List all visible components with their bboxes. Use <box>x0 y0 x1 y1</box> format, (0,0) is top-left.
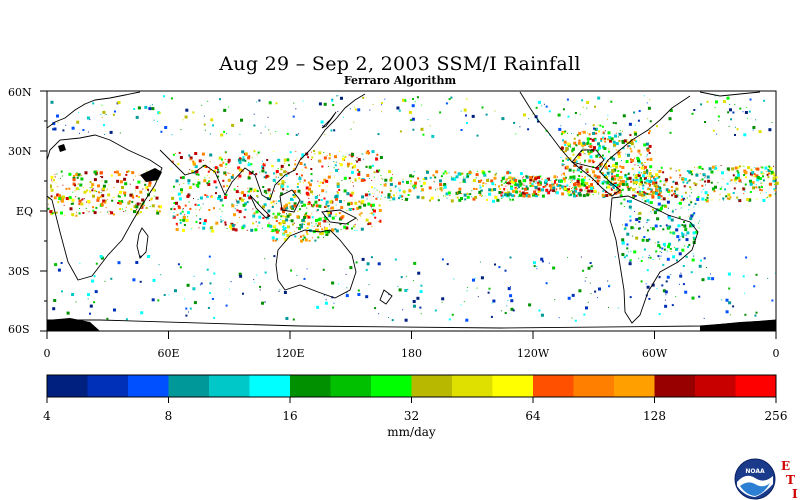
eti-logo: E T I <box>781 459 798 500</box>
colorbar-tick-label: 64 <box>525 409 541 423</box>
colorbar-cell <box>371 375 412 397</box>
lon-label: 180 <box>401 347 422 360</box>
colorbar-tick-label: 8 <box>165 409 173 423</box>
colorbar-cells <box>47 375 777 397</box>
antarctica-mask-west <box>47 318 100 331</box>
rain-layer <box>47 95 779 323</box>
colorbar: 4 8 16 32 64 128 256 mm/day <box>43 374 788 439</box>
lat-label: 60N <box>8 86 32 99</box>
lon-label: 0 <box>44 347 51 360</box>
colorbar-cell <box>614 375 655 397</box>
colorbar-unit: mm/day <box>387 425 436 439</box>
coast-greenland <box>699 91 761 97</box>
coast-europe <box>46 91 141 129</box>
lon-label: 120W <box>517 347 550 360</box>
eti-letter: E <box>781 459 790 473</box>
colorbar-cell <box>735 375 777 397</box>
eti-letter: I <box>792 487 798 500</box>
colorbar-cell <box>249 375 291 397</box>
colorbar-tick-label: 256 <box>765 409 788 423</box>
coast-north-america <box>519 91 691 197</box>
lat-label: 30N <box>8 145 32 158</box>
colorbar-cell <box>452 375 493 397</box>
colorbar-cell <box>654 375 696 397</box>
lon-label: 60E <box>157 347 179 360</box>
coast-japan <box>321 111 337 129</box>
lon-label: 60W <box>642 347 668 360</box>
lat-label: 30S <box>8 265 30 278</box>
colorbar-cell <box>128 375 169 397</box>
desert-mask <box>58 144 66 152</box>
colorbar-tick-label: 16 <box>282 409 297 423</box>
map-subtitle: Ferraro Algorithm <box>343 74 457 87</box>
coast-south-america <box>609 195 699 324</box>
colorbar-cell <box>695 375 736 397</box>
sahara-mask <box>140 168 162 182</box>
colorbar-ticks <box>46 397 777 403</box>
map-area: 60N 30N EQ 30S 60S 0 60E 120E 180 120W 6… <box>8 86 780 360</box>
coast-newguinea <box>321 209 357 225</box>
coast-asia-south <box>159 93 366 201</box>
colorbar-tick-label: 128 <box>643 409 666 423</box>
antarctica-mask-east <box>700 320 776 331</box>
lon-ticks <box>46 331 777 339</box>
lon-label: 120E <box>275 347 304 360</box>
colorbar-cell <box>533 375 574 397</box>
map-title: Aug 29 – Sep 2, 2003 SSM/I Rainfall <box>219 53 581 75</box>
colorbar-cell <box>492 375 534 397</box>
colorbar-cell <box>87 375 129 397</box>
colorbar-cell <box>411 375 453 397</box>
noaa-logo-text: NOAA <box>745 468 765 475</box>
eti-letter: T <box>786 473 795 487</box>
noaa-logo-icon: NOAA <box>734 458 776 500</box>
lat-label: 60S <box>8 323 30 336</box>
coast-madagascar <box>136 227 149 259</box>
lat-label: EQ <box>16 205 33 218</box>
coast-gulf <box>571 149 605 169</box>
colorbar-cell <box>47 375 88 397</box>
colorbar-cell <box>290 375 331 397</box>
colorbar-cell <box>209 375 250 397</box>
colorbar-tick-label: 32 <box>404 409 419 423</box>
lat-ticks <box>40 90 47 332</box>
coast-australia <box>275 229 357 299</box>
coast-borneo <box>279 189 301 213</box>
coast-africa <box>46 134 163 281</box>
lon-label: 0 <box>773 347 780 360</box>
coast-sumatra <box>249 194 271 219</box>
colorbar-tick-label: 4 <box>43 409 51 423</box>
coast-newzealand <box>379 289 393 305</box>
colorbar-cell <box>168 375 210 397</box>
colorbar-cell <box>573 375 615 397</box>
colorbar-cell <box>330 375 372 397</box>
